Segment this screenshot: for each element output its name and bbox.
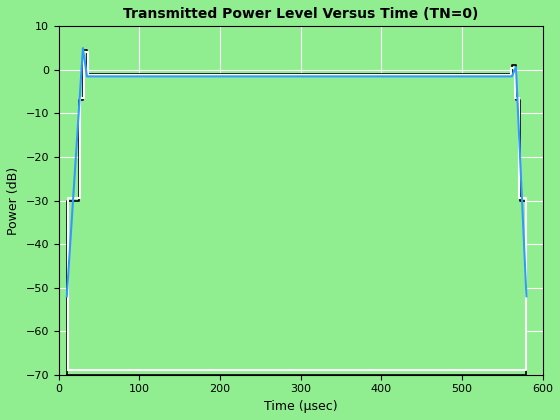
Y-axis label: Power (dB): Power (dB): [7, 166, 20, 235]
Title: Transmitted Power Level Versus Time (TN=0): Transmitted Power Level Versus Time (TN=…: [123, 7, 478, 21]
X-axis label: Time (μsec): Time (μsec): [264, 400, 338, 413]
Polygon shape: [67, 50, 526, 375]
